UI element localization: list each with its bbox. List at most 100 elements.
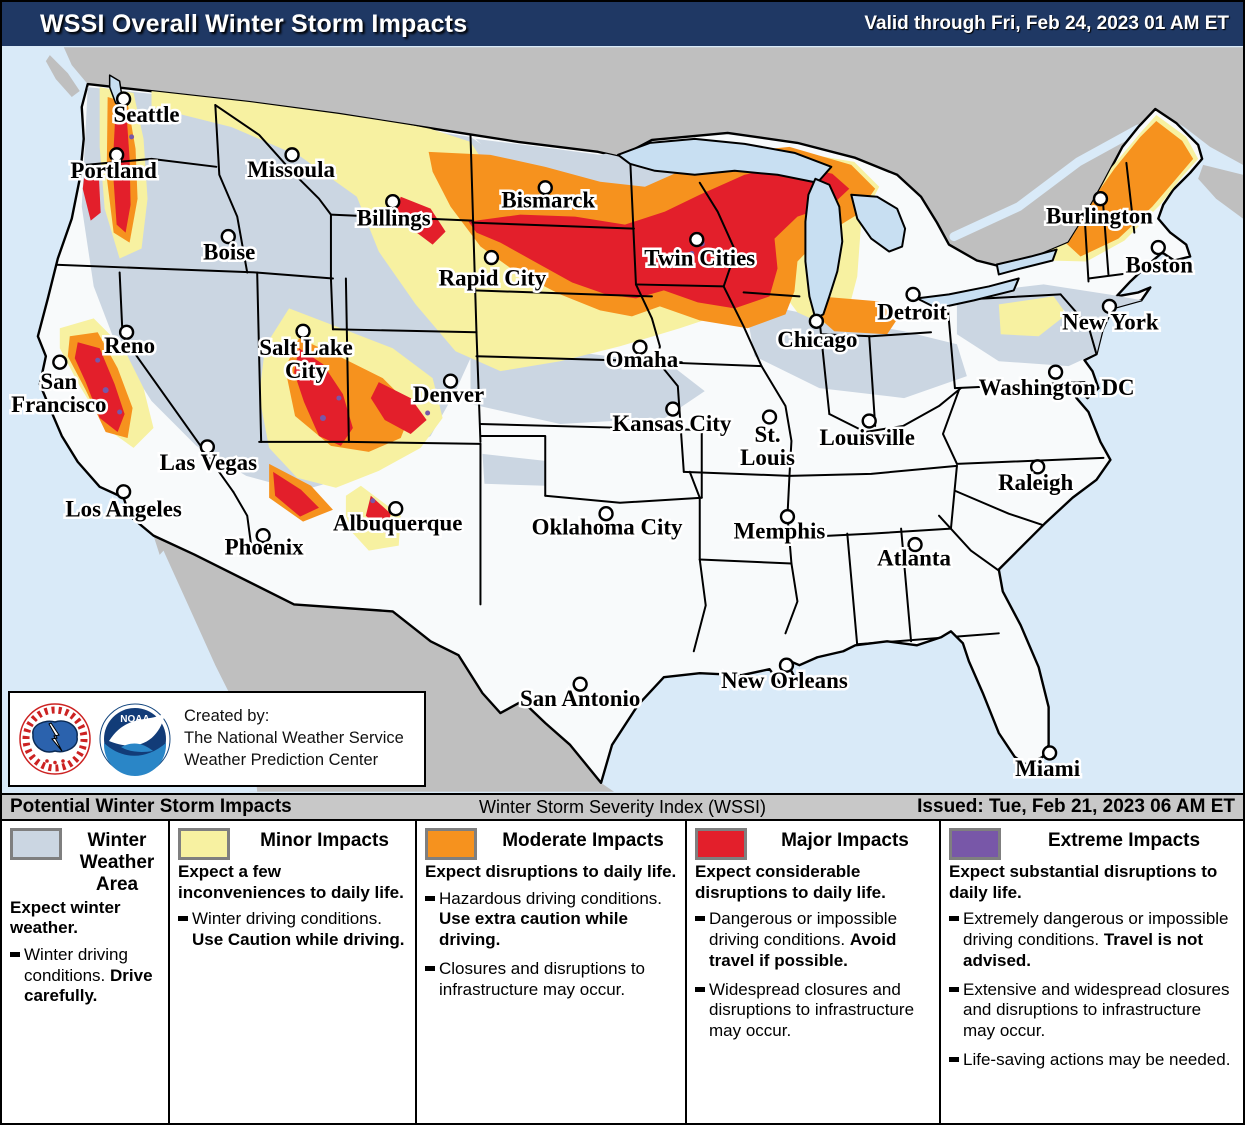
legend-column-major-impacts: Major Impacts Expect considerable disrupt… (685, 821, 939, 1123)
city-dot-rapid-city (483, 249, 500, 266)
city-dot-omaha (632, 339, 648, 355)
city-dot-salt-lake-city (295, 323, 311, 339)
legend-column-moderate-impacts: Moderate Impacts Expect disruptions to da… (415, 821, 685, 1123)
city-dot-st-louis (761, 409, 778, 425)
lake-huron (850, 193, 907, 253)
city-label-washington-dc: Washington DC (979, 375, 1135, 400)
major-impacts-bullet-2: Widespread closures and disruptions to i… (695, 980, 933, 1042)
canada-landmass (2, 47, 1243, 269)
city-dot-miami (1041, 745, 1058, 761)
bullet-marker (178, 916, 188, 922)
lake-michigan (804, 177, 844, 320)
city-label-raleigh: Raleigh (998, 470, 1073, 495)
city-dot-raleigh (1029, 459, 1046, 475)
st-lawrence-river (949, 124, 1143, 242)
minor-impacts-swatch (178, 828, 230, 860)
minor-impacts-title: Minor Impacts (260, 830, 389, 851)
city-dot-albuquerque (388, 501, 404, 517)
bullet-marker (10, 952, 20, 957)
city-label-miami: Miami (1015, 756, 1081, 781)
bullet-marker (695, 986, 705, 992)
city-label-omaha: Omaha (606, 347, 679, 372)
bar-left-label: Potential Winter Storm Impacts (10, 796, 292, 817)
winter-weather-area-swatch (10, 828, 62, 860)
bullet-marker (949, 1056, 959, 1062)
major-impacts-swatch (695, 828, 747, 860)
credit-line1: Created by: (184, 707, 270, 726)
city-dot-twin-cities (689, 231, 705, 248)
impact-regions (48, 87, 1199, 653)
legend-column-extreme-impacts: Extreme Impacts Expect substantial disrup… (939, 821, 1243, 1123)
noaa-logo-icon: NOAA (99, 703, 171, 776)
city-label-memphis: Memphis (734, 519, 826, 544)
city-dot-billings (385, 194, 401, 210)
city-dot-san-antonio (572, 676, 588, 692)
legend-column-minor-impacts: Minor Impacts Expect a few inconveniences… (168, 821, 415, 1123)
credit-text: Created by: The National Weather Service… (184, 706, 404, 771)
city-label-new-york: New York (1062, 309, 1159, 334)
city-label-kansas-city: Kansas City (612, 411, 732, 436)
city-label-boise: Boise (203, 240, 255, 265)
city-dot-denver (442, 373, 459, 389)
city-dot-seattle (115, 91, 132, 107)
city-dot-boise (220, 228, 236, 245)
page-title: WSSI Overall Winter Storm Impacts (40, 9, 468, 38)
moderate-impacts-description: Expect disruptions to daily life. (425, 862, 677, 881)
legend-column-winter-weather-area: Winter Weather Area Expect winter weather… (2, 821, 168, 1123)
city-dot-boston (1150, 239, 1166, 256)
city-dot-chicago (808, 313, 825, 329)
city-label-los-angeles: Los Angeles (65, 497, 182, 522)
credit-line2: The National Weather Service (184, 729, 404, 748)
city-label-las-vegas: Las Vegas (160, 450, 257, 475)
city-dot-las-vegas (199, 439, 216, 455)
city-label-salt-lake-city: Salt Lake City (259, 335, 353, 383)
city-dot-reno (118, 324, 135, 340)
valid-through-text: Valid through Fri, Feb 24, 2023 01 AM ET (864, 13, 1229, 34)
bullet-marker (949, 986, 959, 992)
maritime-canada (1198, 164, 1243, 219)
state-borders (48, 104, 1152, 653)
extreme-impacts-bullet-1: Extremely dangerous or impossible drivin… (949, 909, 1237, 971)
issued-timestamp: Issued: Tue, Feb 21, 2023 06 AM ET (917, 796, 1235, 817)
city-label-chicago: Chicago (777, 327, 857, 352)
credit-box: NOAA Created by: The National Weather Se… (8, 691, 426, 787)
city-label-oklahoma-city: Oklahoma City (532, 515, 683, 540)
moderate-impacts-title: Moderate Impacts (502, 830, 664, 851)
city-label-albuquerque: Albuquerque (333, 511, 462, 536)
city-label-billings: Billings (357, 206, 431, 231)
minor-impacts-description: Expect a few inconveniences to daily lif… (178, 862, 404, 902)
city-label-twin-cities: Twin Cities (644, 245, 755, 270)
city-label-detroit: Detroit (877, 299, 947, 324)
city-label-missoula: Missoula (247, 157, 335, 182)
bar-center-label: Winter Storm Severity Index (WSSI) (478, 796, 767, 817)
city-label-st-louis: St. Louis (740, 422, 795, 470)
us-impact-map: Seattle Portland Missoula Boise Billings Bism… (2, 47, 1243, 792)
map-area: Seattle Portland Missoula Boise Billings Bism… (2, 46, 1243, 793)
city-label-new-orleans: New Orleans (721, 668, 848, 693)
extreme-impacts-bullet-2: Extensive and widespread closures and di… (949, 980, 1237, 1042)
moderate-impacts-bullet-1: Hazardous driving conditions. Use extra … (425, 889, 679, 951)
bullet-marker (425, 895, 435, 901)
city-dot-phoenix (255, 527, 271, 544)
city-label-louisville: Louisville (819, 425, 914, 450)
bullet-marker (695, 916, 705, 922)
city-label-denver: Denver (413, 382, 484, 407)
nws-logo-icon (19, 703, 91, 775)
extreme-impacts-description: Expect substantial disruptions to daily … (949, 862, 1218, 902)
city-label-burlington: Burlington (1046, 204, 1153, 229)
city-dot-los-angeles (115, 484, 132, 500)
city-label-san-antonio: San Antonio (520, 686, 640, 711)
issued-bar: Potential Winter Storm Impacts Winter St… (2, 793, 1243, 821)
city-label-seattle: Seattle (113, 102, 179, 127)
city-label-phoenix: Phoenix (225, 535, 304, 560)
minor-impacts-bullet-1: Winter driving conditions. Use Caution w… (178, 909, 409, 950)
winter-weather-area-title: Winter Weather Area (79, 830, 155, 895)
city-dot-bismarck (537, 180, 553, 196)
city-dot-new-orleans (778, 657, 795, 673)
bullet-marker (949, 916, 959, 922)
svg-text:NOAA: NOAA (120, 714, 149, 725)
city-dot-atlanta (907, 536, 923, 553)
city-label-atlanta: Atlanta (877, 546, 951, 571)
major-impacts-description: Expect considerable disruptions to daily… (695, 862, 886, 902)
